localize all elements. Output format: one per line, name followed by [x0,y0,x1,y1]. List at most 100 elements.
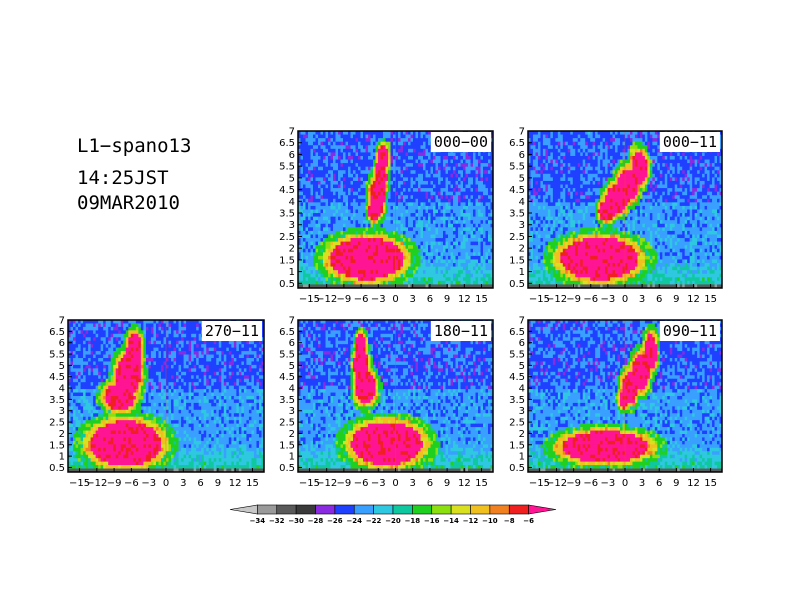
x-tick-label: −15 [299,478,320,489]
y-tick-label: 4.5 [49,372,65,383]
y-tick-label: 0.5 [49,463,65,474]
colorbar-label: −24 [346,517,362,525]
colorbar-swatch [412,504,433,515]
y-tick-label: 3 [519,406,525,417]
colorbar-label: −26 [327,517,343,525]
panel-1: 0.511.522.533.544.555.566.57−15−12 −9 −6 −3… [279,127,494,305]
x-tick-label: 15 [704,478,717,489]
heatmap-field [68,320,265,473]
y-tick-label: 5.5 [49,350,65,361]
panel-4: 0.511.522.533.544.555.566.57−15−12 −9 −6 −3… [279,316,494,489]
y-tick-label: 2 [59,429,65,440]
x-tick-label: 0 [392,478,398,489]
x-tick-label: −6 [354,294,369,305]
x-tick-label: 9 [673,478,679,489]
y-tick-label: 2 [289,244,295,255]
y-tick-label: 2 [289,429,295,440]
x-tick-label: 3 [410,478,416,489]
x-tick-label: −9 [337,478,352,489]
panel-title-backdrop [201,321,262,341]
y-tick-label: 3.5 [279,209,295,220]
panel-title: 090−11 [663,322,717,340]
x-tick-label: 6 [427,294,433,305]
y-tick-label: 2.5 [49,418,65,429]
y-tick-label: 5.5 [279,162,295,173]
x-tick-label: −9 [107,478,122,489]
y-tick-label: 1.5 [279,255,295,266]
x-tick-label: 0 [622,294,628,305]
x-tick-label: 9 [215,478,221,489]
x-tick-label: 9 [444,478,450,489]
y-tick-label: 6 [289,150,295,161]
x-tick-label: −9 [566,478,581,489]
x-tick-label: −3 [601,478,616,489]
y-tick-label: 7 [289,127,295,138]
x-tick-label: −12 [316,478,337,489]
y-tick-label: 5 [519,361,525,372]
y-tick-label: 6 [519,150,525,161]
colorbar-swatch [508,504,529,515]
x-tick-label: −15 [299,294,320,305]
x-tick-label: 12 [687,478,700,489]
colorbar-label: −6 [523,517,534,525]
panel-title-backdrop [659,321,720,341]
y-tick-label: 0.5 [509,463,525,474]
colorbar-swatch [489,504,510,515]
y-tick-label: 4 [519,197,525,208]
y-tick-label: 4 [519,384,525,395]
y-tick-label: 7 [519,316,525,327]
x-tick-label: −12 [86,478,107,489]
y-tick-label: 6 [289,338,295,349]
y-tick-label: 3 [289,220,295,231]
x-tick-label: −3 [141,478,156,489]
header-line-3: 09MAR2010 [77,192,180,214]
header-line-1: L1−spano13 [77,135,191,157]
panel-title: 000−00 [434,133,488,151]
colorbar-swatch [392,504,413,515]
y-tick-label: 3.5 [509,209,525,220]
x-tick-label: −6 [124,478,139,489]
x-tick-label: −12 [316,294,337,305]
colorbar-swatch [470,504,491,515]
colorbar-label: −18 [405,517,421,525]
colorbar-swatch [373,504,394,515]
y-tick-label: 5.5 [509,350,525,361]
colorbar-label: −16 [424,517,440,525]
panel-title-backdrop [430,321,491,341]
y-tick-label: 3 [519,220,525,231]
y-tick-label: 1 [519,452,525,463]
x-tick-label: 0 [392,294,398,305]
y-tick-label: 5 [519,173,525,184]
y-tick-label: 6.5 [279,327,295,338]
heatmap-field [298,320,494,473]
y-tick-label: 7 [289,316,295,327]
y-tick-label: 1.5 [509,440,525,451]
panel-title: 000−11 [663,133,717,151]
colorbar: −34 −32 −30 −28 −26 −24 −22 −20 −18 −16 −14 −12 −10−… [229,504,557,525]
y-tick-label: 2.5 [509,418,525,429]
y-tick-label: 1 [289,267,295,278]
y-tick-label: 4 [289,197,295,208]
y-tick-label: 2 [519,429,525,440]
panel-3: 0.511.522.533.544.555.566.57−15−12 −9 −6 −3… [49,316,265,489]
y-tick-label: 3 [289,406,295,417]
y-tick-label: 7 [519,127,525,138]
colorbar-label: −14 [443,517,459,525]
x-tick-label: 3 [639,294,645,305]
y-tick-label: 4.5 [509,372,525,383]
y-tick-label: 2.5 [509,232,525,243]
colorbar-label: −22 [366,517,382,525]
y-tick-label: 6.5 [49,327,65,338]
y-tick-label: 5 [59,361,65,372]
y-tick-label: 4 [59,384,65,395]
y-tick-label: 1 [519,267,525,278]
panel-grid: 0.511.522.533.544.555.566.57−15−12 −9 −6 −3… [49,127,723,489]
x-tick-label: −9 [566,294,581,305]
colorbar-high-arrow [528,504,557,515]
x-tick-label: 6 [197,478,203,489]
x-tick-label: 12 [229,478,242,489]
x-tick-label: −12 [546,294,567,305]
x-tick-label: −15 [69,478,90,489]
colorbar-label: −10 [482,517,498,525]
